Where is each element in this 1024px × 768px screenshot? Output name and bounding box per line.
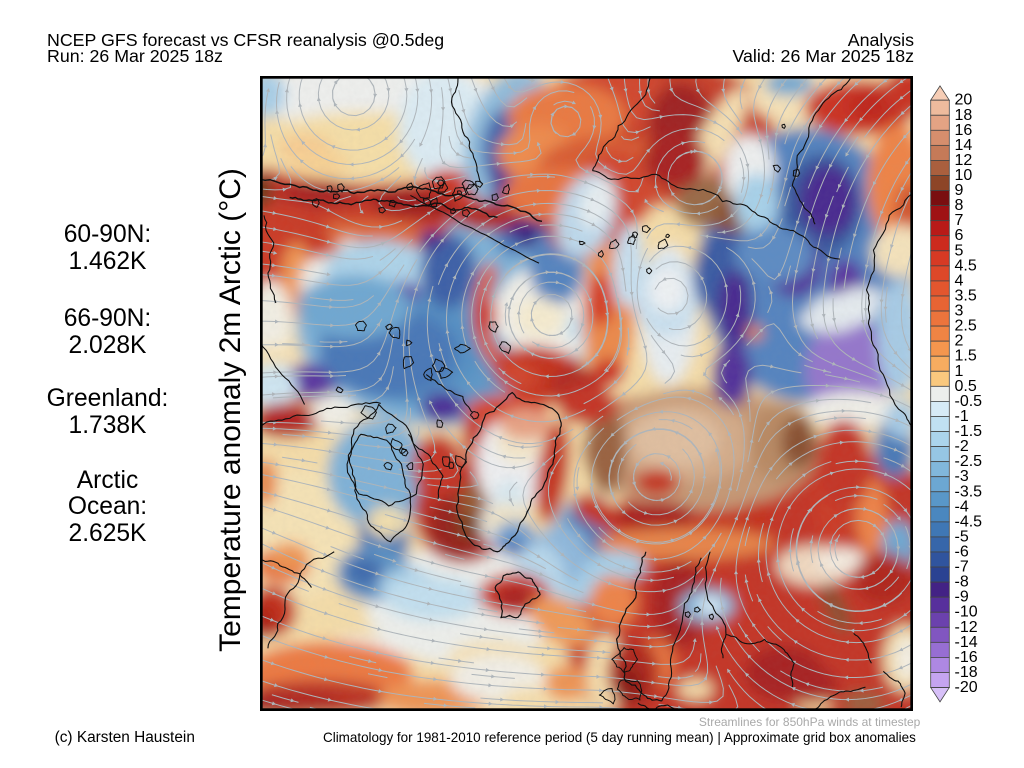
svg-text:1.5: 1.5 — [955, 348, 977, 365]
svg-text:-10: -10 — [955, 604, 978, 621]
svg-text:-1: -1 — [955, 408, 969, 425]
svg-text:20: 20 — [955, 92, 973, 109]
svg-text:10: 10 — [955, 167, 973, 184]
svg-text:1: 1 — [955, 363, 964, 380]
svg-text:3.5: 3.5 — [955, 287, 977, 304]
svg-text:-4.5: -4.5 — [955, 513, 983, 530]
svg-text:4: 4 — [955, 272, 964, 289]
svg-text:-1.5: -1.5 — [955, 423, 983, 440]
svg-text:-4: -4 — [955, 498, 969, 515]
svg-text:-3: -3 — [955, 468, 969, 485]
svg-text:-8: -8 — [955, 574, 969, 591]
svg-text:8: 8 — [955, 197, 964, 214]
svg-text:4.5: 4.5 — [955, 257, 977, 274]
svg-text:-12: -12 — [955, 619, 978, 636]
svg-text:6: 6 — [955, 227, 964, 244]
svg-text:-16: -16 — [955, 649, 978, 666]
svg-text:-9: -9 — [955, 589, 969, 606]
svg-text:14: 14 — [955, 137, 973, 154]
svg-text:16: 16 — [955, 122, 973, 139]
svg-text:2: 2 — [955, 333, 964, 350]
svg-text:7: 7 — [955, 212, 964, 229]
svg-text:-20: -20 — [955, 679, 978, 696]
svg-text:-14: -14 — [955, 634, 978, 651]
svg-text:-18: -18 — [955, 664, 978, 681]
svg-text:-2: -2 — [955, 438, 969, 455]
svg-text:0.5: 0.5 — [955, 378, 977, 395]
svg-text:9: 9 — [955, 182, 964, 199]
svg-text:-3.5: -3.5 — [955, 483, 983, 500]
svg-text:5: 5 — [955, 242, 964, 259]
svg-text:12: 12 — [955, 152, 973, 169]
svg-text:-6: -6 — [955, 544, 969, 561]
svg-text:3: 3 — [955, 303, 964, 320]
svg-text:-2.5: -2.5 — [955, 453, 983, 470]
svg-text:-5: -5 — [955, 528, 969, 545]
svg-text:-7: -7 — [955, 559, 969, 576]
svg-text:18: 18 — [955, 107, 973, 124]
svg-text:-0.5: -0.5 — [955, 393, 983, 410]
svg-text:2.5: 2.5 — [955, 318, 977, 335]
